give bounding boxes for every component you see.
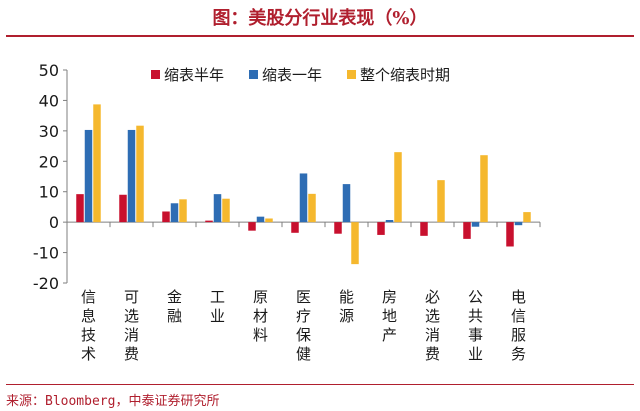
y-tick-label: 0 xyxy=(49,213,59,232)
y-tick-label: 40 xyxy=(39,91,59,110)
bar xyxy=(127,129,136,223)
title-bar: 图：美股分行业表现（%） xyxy=(0,0,640,34)
footer-divider xyxy=(6,384,634,385)
x-tick-label: 可选消费 xyxy=(124,288,139,363)
y-tick-label: 10 xyxy=(39,183,59,202)
bar xyxy=(93,104,101,223)
legend-label: 缩表一年 xyxy=(262,66,322,84)
bar xyxy=(420,222,428,236)
bar xyxy=(480,155,488,223)
x-tick-label: 原材料 xyxy=(253,288,268,344)
legend-swatch xyxy=(249,70,258,79)
y-tick-label: 20 xyxy=(39,152,59,171)
title-divider xyxy=(6,35,634,37)
bar xyxy=(265,218,273,223)
legend-label: 整个缩表时期 xyxy=(360,66,450,84)
bar xyxy=(136,125,144,223)
bar xyxy=(471,222,480,227)
legend-swatch xyxy=(151,70,160,79)
source-note: 来源：Bloomberg，中泰证券研究所 xyxy=(6,394,220,409)
bar xyxy=(291,222,299,233)
bar xyxy=(205,220,213,223)
bar xyxy=(248,222,256,231)
x-tick-label: 信息技术 xyxy=(81,288,96,363)
chart-title: 图：美股分行业表现（%） xyxy=(212,8,428,29)
x-tick-label: 电信服务 xyxy=(511,288,526,363)
bar xyxy=(179,199,187,223)
bar xyxy=(308,193,316,223)
y-tick-label: -20 xyxy=(33,274,59,293)
legend-label: 缩表半年 xyxy=(164,66,224,84)
bar xyxy=(377,222,385,235)
legend-swatch xyxy=(347,70,356,79)
bar xyxy=(463,222,471,239)
bar xyxy=(351,222,359,265)
bar xyxy=(334,222,342,234)
bar xyxy=(162,211,170,223)
bar xyxy=(514,222,523,226)
x-tick-label: 公共事业 xyxy=(468,288,483,363)
x-tick-label: 金融 xyxy=(167,288,182,325)
bar xyxy=(523,212,531,223)
x-tick-label: 房地产 xyxy=(382,288,397,344)
bar xyxy=(506,222,514,247)
y-tick-label: 50 xyxy=(39,61,59,80)
x-tick-label: 必选消费 xyxy=(425,288,440,363)
bar xyxy=(170,203,179,223)
x-tick-label: 医疗保健 xyxy=(296,288,311,363)
y-tick-label: -10 xyxy=(33,244,59,263)
bar xyxy=(394,152,402,223)
bar xyxy=(437,180,445,223)
x-tick-label: 能源 xyxy=(339,288,354,325)
x-tick-label: 工业 xyxy=(210,288,225,325)
bar xyxy=(213,194,222,223)
bar xyxy=(342,184,351,223)
bar xyxy=(385,220,394,223)
bar xyxy=(84,129,93,223)
y-tick-label: 30 xyxy=(39,122,59,141)
bar xyxy=(222,198,230,223)
bar xyxy=(76,194,84,223)
bar xyxy=(299,173,308,223)
bar xyxy=(119,194,127,223)
bar xyxy=(256,216,265,223)
